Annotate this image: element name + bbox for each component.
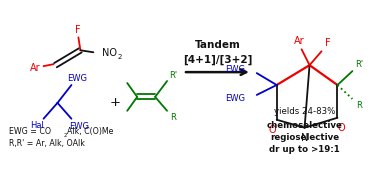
Text: +: + bbox=[110, 96, 121, 109]
Text: NO: NO bbox=[102, 48, 117, 58]
Text: Tandem: Tandem bbox=[195, 40, 241, 50]
Text: EWG: EWG bbox=[67, 74, 87, 83]
Text: R,R' = Ar, Alk, OAlk: R,R' = Ar, Alk, OAlk bbox=[9, 139, 85, 148]
Text: dr up to >19:1: dr up to >19:1 bbox=[269, 145, 340, 154]
Text: Alk, C(O)Me: Alk, C(O)Me bbox=[67, 127, 114, 136]
Text: N: N bbox=[301, 133, 308, 143]
Text: Ar: Ar bbox=[30, 63, 41, 73]
Text: R': R' bbox=[169, 71, 177, 80]
Text: [4+1]/[3+2]: [4+1]/[3+2] bbox=[183, 55, 253, 65]
Text: F: F bbox=[325, 38, 330, 48]
Text: chemoselective: chemoselective bbox=[266, 121, 342, 130]
Text: R: R bbox=[356, 101, 362, 110]
Text: EWG: EWG bbox=[70, 122, 90, 131]
Text: F: F bbox=[74, 25, 80, 35]
Text: 2: 2 bbox=[117, 54, 122, 60]
Text: R': R' bbox=[355, 60, 363, 69]
Text: Ar: Ar bbox=[294, 36, 305, 46]
Text: yields 24-83%: yields 24-83% bbox=[274, 107, 335, 116]
Text: 2: 2 bbox=[64, 133, 67, 138]
Text: O: O bbox=[269, 125, 276, 135]
Text: Hal: Hal bbox=[31, 121, 45, 130]
Text: EWG = CO: EWG = CO bbox=[9, 127, 51, 136]
Text: EWG: EWG bbox=[225, 65, 245, 74]
Text: EWG: EWG bbox=[225, 94, 245, 103]
Text: R: R bbox=[170, 113, 176, 122]
Text: O: O bbox=[338, 123, 345, 133]
Text: regioselective: regioselective bbox=[270, 133, 339, 142]
